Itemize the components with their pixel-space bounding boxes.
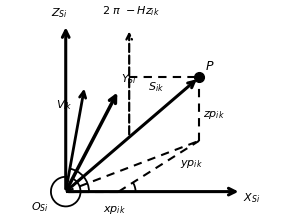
Text: $yp_{ik}$: $yp_{ik}$: [180, 158, 203, 170]
Text: $O_{Si}$: $O_{Si}$: [31, 200, 49, 214]
Text: $Z_{Si}$: $Z_{Si}$: [51, 6, 68, 20]
Text: $2\ \pi\ -Hz_{ik}$: $2\ \pi\ -Hz_{ik}$: [102, 4, 160, 18]
Text: $Y_{Si}$: $Y_{Si}$: [121, 72, 137, 86]
Text: $V_{ik}$: $V_{ik}$: [56, 98, 72, 112]
Text: $X_{Si}$: $X_{Si}$: [243, 191, 261, 205]
Text: $P$: $P$: [205, 60, 215, 73]
Text: $zp_{ik}$: $zp_{ik}$: [203, 110, 225, 121]
Text: $S_{ik}$: $S_{ik}$: [148, 80, 164, 94]
Text: $xp_{ik}$: $xp_{ik}$: [103, 204, 126, 216]
